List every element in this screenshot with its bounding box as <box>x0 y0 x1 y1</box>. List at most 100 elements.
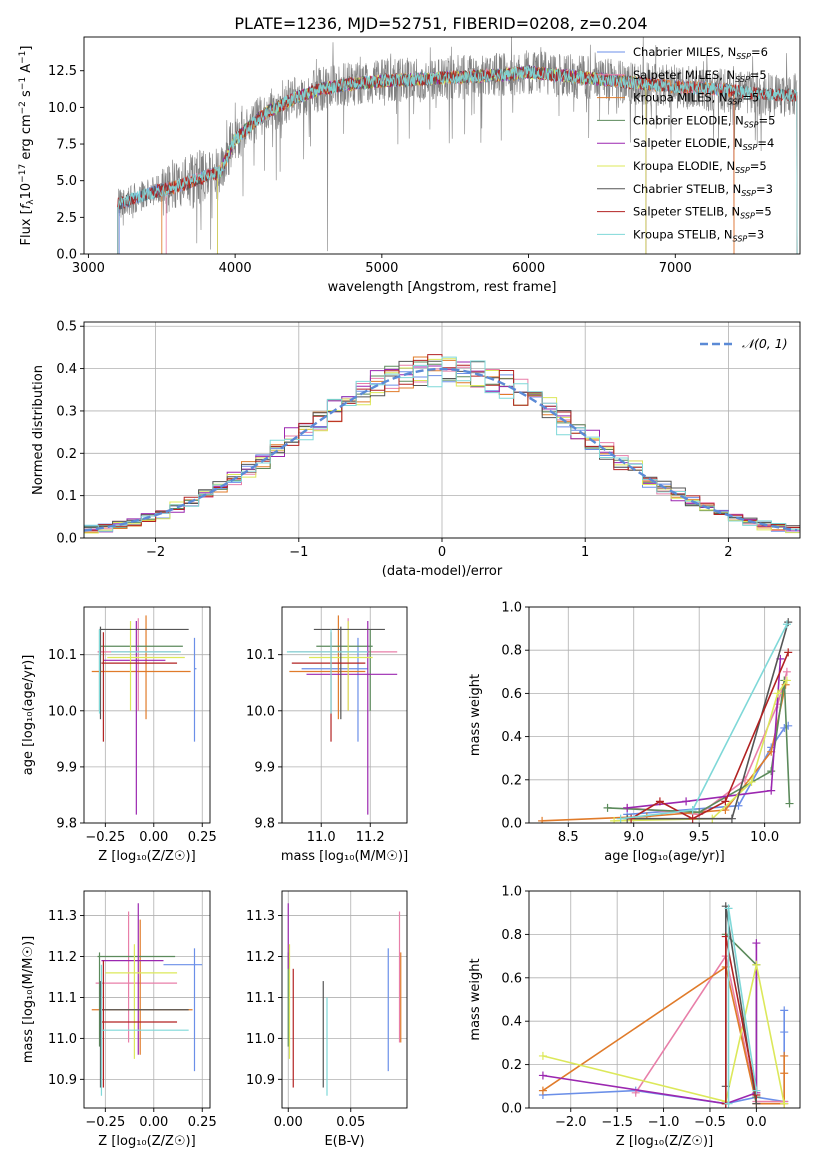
y-tick-label: 0.4 <box>501 730 522 745</box>
y-axis-label-part: f <box>19 202 34 209</box>
y-tick-label: 10.0 <box>48 704 77 719</box>
figure-title: PLATE=1236, MJD=52751, FIBERID=0208, z=0… <box>234 14 647 33</box>
legend-label: 𝒩(0, 1) <box>742 336 788 351</box>
x-tick-label: 2 <box>724 545 732 560</box>
y-tick-label: 10.0 <box>246 704 275 719</box>
plot-area <box>538 618 794 823</box>
legend-label-sub: SSP <box>741 189 756 198</box>
axes-frame: −0.25 0.00 0.25 10.9 11.0 11.1 11.2 11.3 Z [log₁… <box>21 890 217 1149</box>
mass-weight-line <box>627 658 782 809</box>
legend-label-text: Chabrier STELIB, N <box>633 182 741 196</box>
legend-label-text: Chabrier ELODIE, N <box>633 113 744 127</box>
legend-label: Salpeter MILES, NSSP=5 <box>633 68 767 84</box>
y-tick-label: 0.0 <box>56 248 77 263</box>
mass-weight-marker <box>752 960 761 969</box>
y-tick-label: 9.9 <box>254 760 275 775</box>
mass-weight-marker <box>538 1071 547 1080</box>
mass-weight-marker <box>616 814 625 823</box>
plot-area <box>91 615 197 815</box>
y-tick-label: 11.1 <box>246 991 275 1006</box>
mass-weight-marker <box>752 1099 761 1108</box>
mass-weight-line <box>542 943 758 1105</box>
y-axis-label: mass weight <box>468 958 483 1040</box>
y-tick-label: 10.9 <box>48 1073 77 1088</box>
x-axis-label: Z [log₁₀(Z/Z☉)] <box>98 1134 195 1149</box>
x-tick-label: 0.25 <box>188 1115 217 1130</box>
y-tick-label: 0.6 <box>501 971 522 986</box>
x-axis-label: wavelength [Angstrom, rest frame] <box>328 280 557 295</box>
mass-weight-marker <box>780 1099 789 1108</box>
mass-weight-marker <box>721 797 730 806</box>
x-tick-label: 9.5 <box>689 830 710 845</box>
axes-border <box>528 606 801 824</box>
y-tick-label: 0.2 <box>501 1058 522 1073</box>
x-axis-label: (data-model)/error <box>382 564 503 579</box>
mass-weight-marker <box>784 648 793 657</box>
legend-label: Chabrier STELIB, NSSP=3 <box>633 182 773 198</box>
y-tick-label: 11.3 <box>48 909 77 924</box>
y-axis-label-part: erg cm <box>19 114 34 163</box>
mass-weight-marker <box>780 1069 789 1078</box>
x-tick-label: −2 <box>146 545 165 560</box>
x-tick-label: 9.0 <box>623 830 644 845</box>
mass-weight-marker <box>727 814 736 823</box>
mass-weight-marker <box>780 1028 789 1037</box>
axes-border <box>281 890 408 1109</box>
mass-vs-metallicity-plot: −0.25 0.00 0.25 10.9 11.0 11.1 11.2 11.3 Z [log₁… <box>21 890 217 1149</box>
y-tick-label: 9.8 <box>254 817 275 832</box>
mass-weight-marker <box>610 816 619 823</box>
y-tick-label: 12.5 <box>48 64 77 79</box>
mass-weight-line <box>635 954 785 1103</box>
legend-label-sub: SSP <box>740 212 755 221</box>
x-tick-label: −1.0 <box>648 1115 680 1130</box>
y-axis-label-part: −1 <box>18 51 28 64</box>
y-tick-label: 0.3 <box>56 404 77 419</box>
x-tick-label: −1 <box>289 545 308 560</box>
mass-weight-marker <box>538 816 547 823</box>
model-spectrum-line <box>217 66 647 254</box>
y-tick-label: 11.3 <box>246 909 275 924</box>
x-tick-label: 11.2 <box>356 830 385 845</box>
y-tick-label: 0.0 <box>56 532 77 547</box>
y-tick-label: 11.2 <box>246 950 275 965</box>
y-tick-label: 0.1 <box>56 489 77 504</box>
axes-border <box>528 890 801 1109</box>
x-tick-label: 3000 <box>72 261 105 276</box>
x-tick-label: 0.25 <box>188 830 217 845</box>
legend-label-value: =6 <box>751 45 768 59</box>
mass-weight-marker <box>782 620 791 629</box>
axes-frame: 11.0 11.2 9.8 9.9 10.0 10.1 mass [log₁₀(M/M☉)] <box>246 606 408 864</box>
mass-weight-marker <box>747 777 756 786</box>
y-tick-label: 5.0 <box>56 174 77 189</box>
y-tick-label: 10.9 <box>246 1073 275 1088</box>
legend-label-sub: SSP <box>735 166 750 175</box>
x-axis-label: Z [log₁₀(Z/Z☉)] <box>98 849 195 864</box>
y-tick-label: 0.8 <box>501 928 522 943</box>
mass-weight-vs-age-plot: 8.5 9.0 9.5 10.0 0.0 0.2 0.4 0.6 0.8 1.0 age [log₁… <box>468 601 801 864</box>
legend-label-text: Kroupa STELIB, N <box>633 227 733 241</box>
mass-weight-marker <box>782 667 791 676</box>
legend-label-text: Salpeter ELODIE, N <box>633 136 743 150</box>
y-axis-label-part: λ <box>26 199 36 205</box>
legend-label: Kroupa ELODIE, NSSP=5 <box>633 159 767 175</box>
legend-label-sub: SSP <box>744 120 759 129</box>
grid-lines <box>529 606 800 824</box>
mass-weight-marker <box>780 1051 789 1060</box>
mass-weight-marker <box>655 797 664 806</box>
y-tick-label: 2.5 <box>56 211 77 226</box>
y-tick-label: 0.8 <box>501 644 522 659</box>
x-tick-label: 0.00 <box>139 830 168 845</box>
legend-label-sub: SSP <box>728 98 743 107</box>
mass-weight-marker <box>752 939 761 948</box>
residuals-histogram-plot: −2 −1 0 1 2 0.0 0.1 0.2 0.3 0.4 0.5 (data-model)/er… <box>31 320 801 579</box>
x-axis-label: mass [log₁₀(M/M☉)] <box>281 849 408 864</box>
legend-label-text: Salpeter STELIB, N <box>633 205 740 219</box>
x-axis-label: E(B-V) <box>324 1134 364 1149</box>
legend-label-sub: SSP <box>733 234 748 243</box>
x-axis-label: age [log₁₀(age/yr)] <box>604 849 725 864</box>
x-tick-label: 0.00 <box>274 1115 303 1130</box>
y-axis-label-part: −1 <box>18 77 28 90</box>
axes-frame: −2.0 −1.5 −1.0 −0.5 0.0 0.0 0.2 0.4 0.6 0.8 1.0 Z [… <box>468 885 801 1149</box>
mass-weight-line <box>627 621 789 820</box>
axes-border <box>83 36 801 255</box>
